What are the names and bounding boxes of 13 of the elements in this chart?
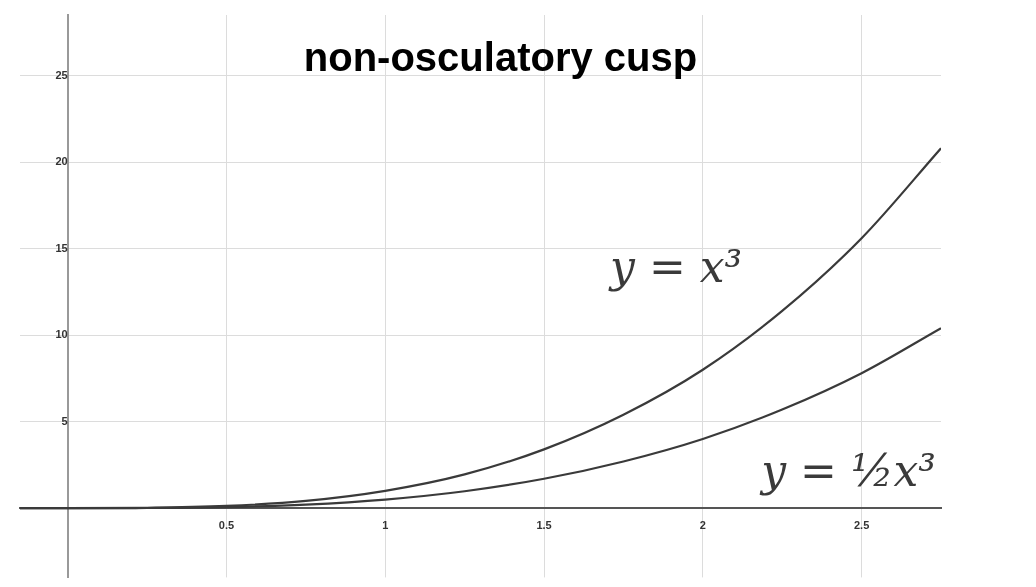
y-tick-label: 10 <box>55 328 68 341</box>
y-tick-label: 20 <box>55 155 68 168</box>
x-tick-label: 1 <box>382 518 389 531</box>
x-tick-label: 2.5 <box>853 518 870 531</box>
y-tick-label: 15 <box>55 241 68 254</box>
x-tick-label: 2 <box>699 518 706 531</box>
x-tick-label: 1.5 <box>536 518 552 531</box>
y-tick-label: 5 <box>61 414 68 427</box>
y-tick-label: 25 <box>55 68 68 81</box>
text: non-osculatory cusp <box>303 35 698 80</box>
series-label: y = ½x³ <box>759 444 936 496</box>
x-tick-label: 0.5 <box>218 518 235 531</box>
series-label: y = x³ <box>608 241 743 293</box>
